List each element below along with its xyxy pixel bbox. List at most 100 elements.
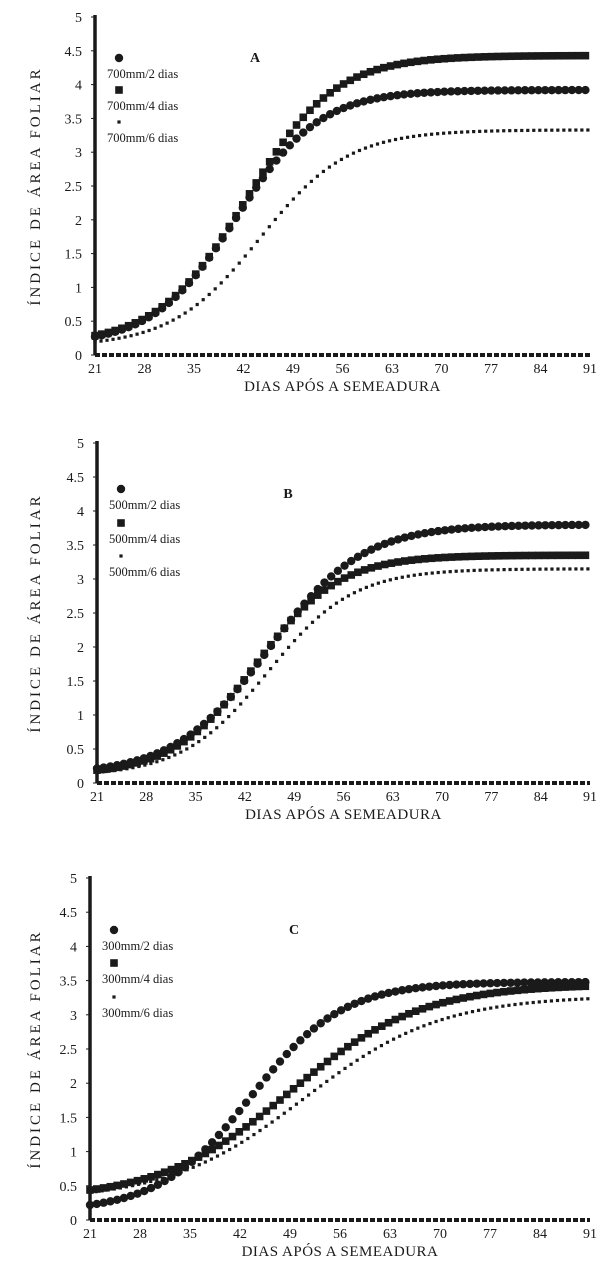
data-point [126, 1178, 135, 1187]
data-point [323, 1014, 332, 1023]
x-tick-label: 91 [583, 1227, 597, 1242]
data-point [581, 551, 590, 560]
data-point [414, 555, 422, 564]
data-point [470, 1010, 475, 1014]
y-tick-label: 5 [70, 872, 77, 887]
data-point [394, 558, 402, 566]
y-axis-title: ÍNDICE DE ÁREA FOLIAR [27, 493, 44, 732]
data-point [494, 552, 503, 560]
data-point [191, 1165, 195, 1169]
legend-label: 500mm/6 dias [109, 565, 180, 579]
data-point [476, 1008, 481, 1012]
y-tick-label: 2.5 [60, 1043, 78, 1058]
data-point [514, 567, 518, 572]
data-point [387, 559, 396, 567]
data-point [527, 985, 535, 993]
y-tick-label: 1.5 [65, 248, 83, 263]
data-point [407, 531, 416, 541]
data-point [467, 86, 476, 96]
data-point [326, 88, 334, 97]
data-point [173, 742, 182, 750]
data-point [406, 89, 415, 99]
data-point [574, 85, 583, 95]
data-point [197, 740, 201, 744]
data-point [153, 326, 157, 330]
data-point [413, 89, 422, 98]
data-point [380, 560, 389, 569]
data-point [286, 645, 291, 649]
x-tick-label: 28 [138, 362, 152, 377]
data-point [499, 978, 509, 988]
x-tick-label: 70 [433, 1227, 447, 1242]
data-point [92, 1185, 101, 1193]
data-point [213, 287, 217, 291]
data-point [185, 1168, 189, 1172]
data-point [247, 667, 255, 675]
data-point [484, 129, 488, 133]
data-point [234, 1144, 238, 1148]
data-point [534, 551, 543, 560]
data-point [419, 88, 429, 97]
data-point [514, 551, 523, 560]
data-point [418, 983, 427, 992]
chart-panel-c: 0 0.5 1 1.5 2 2.5 3 3.5 4 4.5 5 21 28 35 42 49 56 63 70 77 8… [0, 853, 603, 1273]
data-point [173, 753, 177, 757]
x-tick-label: 28 [133, 1227, 147, 1242]
y-tick-label: 0.5 [65, 315, 83, 330]
data-point [316, 1019, 325, 1028]
data-point [151, 307, 160, 316]
x-tick-label: 77 [483, 1227, 497, 1242]
data-point [347, 571, 356, 579]
x-tick-label: 77 [484, 362, 498, 377]
data-point [155, 1178, 159, 1182]
x-tick-label: 35 [189, 790, 203, 805]
data-point [465, 979, 475, 989]
data-point [330, 1052, 339, 1061]
data-point [191, 743, 195, 748]
data-point [135, 332, 139, 336]
data-point [207, 1138, 217, 1147]
data-point [327, 581, 335, 590]
data-point [581, 85, 590, 95]
data-point [574, 128, 578, 132]
data-point [386, 62, 395, 70]
data-point [263, 674, 267, 678]
data-point [159, 324, 163, 328]
data-point [99, 1184, 108, 1192]
data-point [445, 997, 454, 1005]
data-point [249, 247, 253, 251]
data-point [221, 1123, 230, 1132]
data-point [550, 128, 554, 132]
x-tick-label: 49 [287, 790, 301, 805]
x-tick-label: 21 [83, 1227, 97, 1242]
data-point [478, 129, 482, 133]
data-point [417, 133, 422, 138]
data-point [300, 602, 309, 611]
y-tick-label: 3.5 [65, 112, 83, 127]
data-point [420, 528, 430, 538]
data-point [547, 983, 556, 992]
data-point [126, 760, 135, 769]
data-point [568, 128, 572, 132]
data-point [259, 168, 267, 176]
data-point [201, 298, 205, 302]
data-point [333, 84, 341, 92]
data-point [336, 1006, 346, 1015]
data-point [228, 1147, 232, 1152]
data-point [550, 567, 554, 571]
data-point [373, 65, 381, 74]
data-point [255, 1081, 264, 1090]
legend-label: 700mm/6 dias [107, 131, 178, 145]
y-tick-label: 3 [75, 146, 82, 161]
data-point [289, 1084, 298, 1093]
data-point [242, 1123, 250, 1131]
data-point [305, 122, 315, 132]
data-point [574, 982, 583, 991]
data-point [123, 335, 127, 339]
data-point [521, 521, 530, 530]
data-point [541, 52, 549, 60]
data-point [581, 520, 590, 530]
data-point [205, 252, 214, 261]
data-point [374, 562, 382, 570]
data-point [167, 755, 171, 760]
